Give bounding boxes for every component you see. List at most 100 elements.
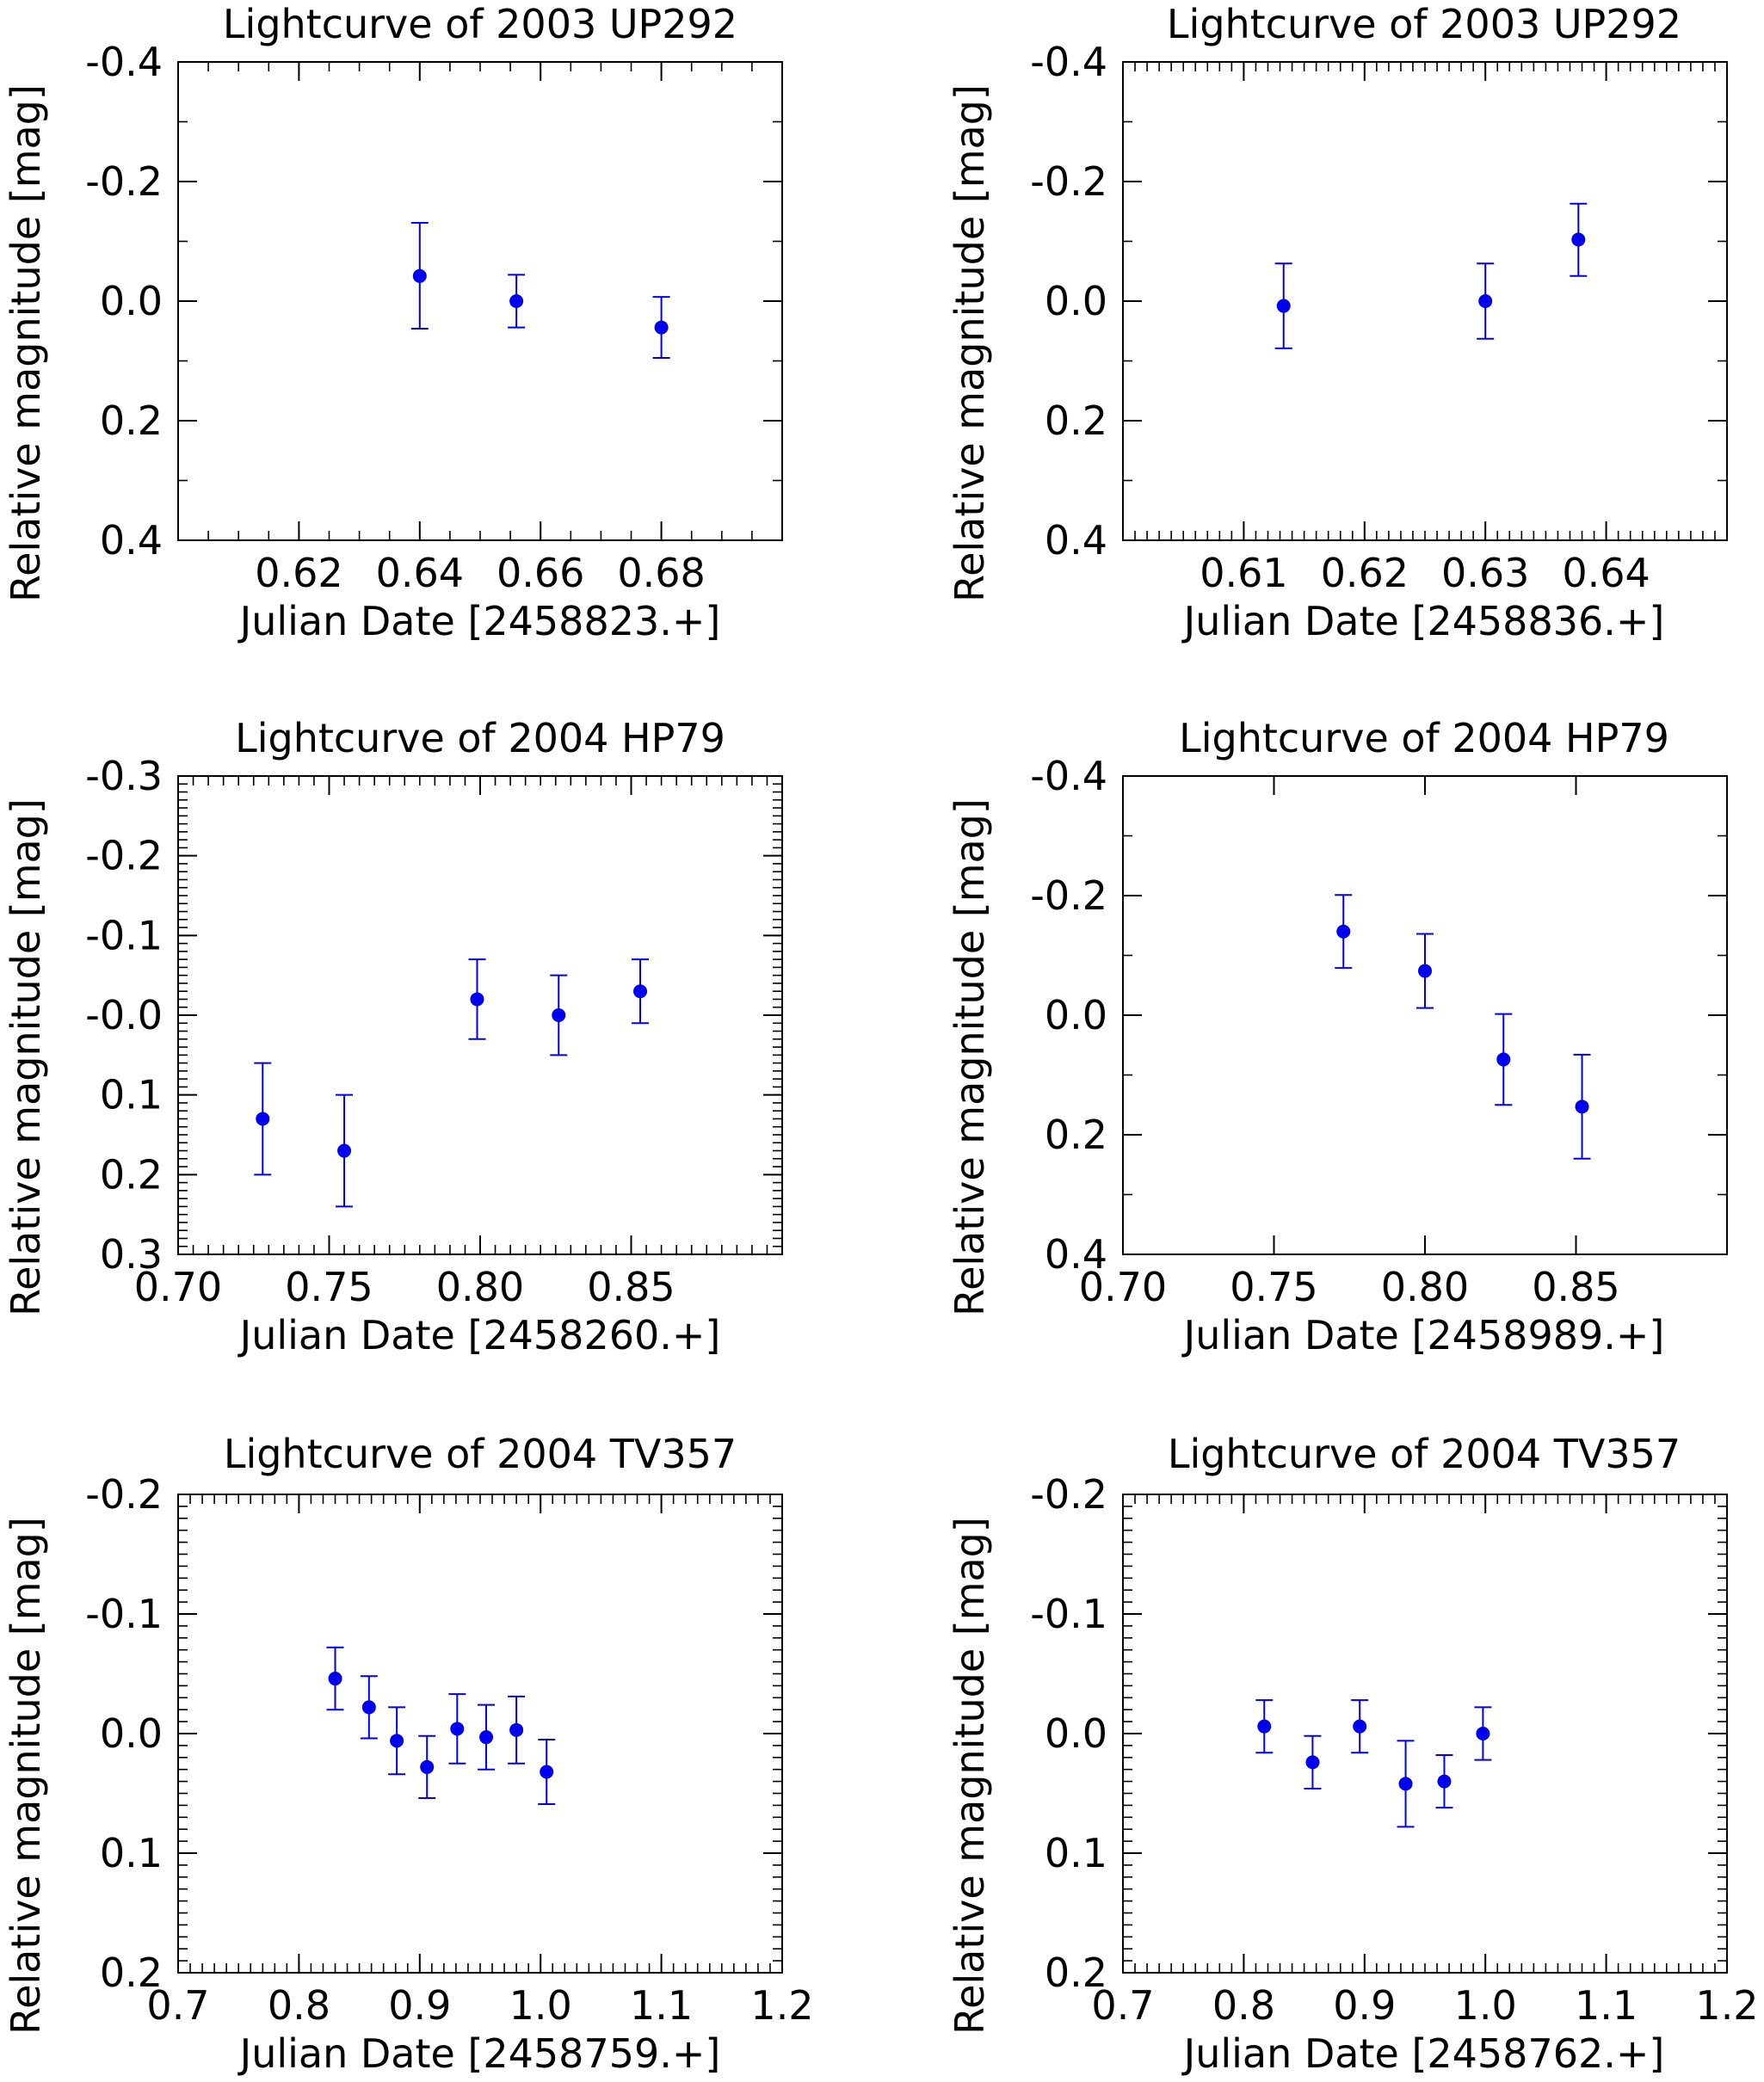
chart-panel-1: Lightcurve of 2003 UP292 Relative magnit… [3, 1, 783, 644]
y-tick-label: 0.3 [100, 1231, 163, 1278]
x-tick-label: 0.80 [436, 1264, 524, 1310]
y-tick-label: 0.2 [1045, 1950, 1107, 1996]
x-tick-label: 0.7 [146, 1982, 209, 2029]
x-tick-label: 0.62 [1321, 550, 1409, 596]
x-tick-label: 0.61 [1200, 550, 1287, 596]
data-point [540, 1765, 554, 1779]
x-tick-label: 0.85 [1532, 1264, 1619, 1310]
y-tick-label: -0.1 [1030, 1591, 1107, 1637]
data-point [1276, 299, 1291, 313]
chart-panel-6: Lightcurve of 2004 TV357 Relative magnit… [947, 1431, 1759, 2077]
y-tick-label: -0.4 [85, 39, 163, 85]
y-tick-label: 0.0 [100, 1710, 163, 1757]
data-point [1496, 1052, 1511, 1067]
x-tick-label: 0.80 [1381, 1264, 1469, 1310]
x-tick-label: 0.66 [497, 550, 584, 596]
y-tick-label: -0.4 [1030, 753, 1107, 799]
y-tick-label: 0.1 [100, 1072, 163, 1118]
data-point [633, 984, 648, 999]
plot-area: 0.61 0.62 0.63 0.64 -0.4 -0.2 0.0 0.2 0.4 [1030, 39, 1728, 596]
y-tick-label: -0.4 [1030, 39, 1107, 85]
plot-area: 0.62 0.64 0.66 0.68 -0.4 -0.2 0.0 0.2 0.4 [85, 39, 783, 596]
y-tick-label: -0.2 [85, 158, 163, 205]
x-tick-label: 0.63 [1441, 550, 1529, 596]
data-point [412, 268, 427, 283]
y-tick-label: -0.2 [1030, 158, 1107, 205]
y-tick-label: 0.1 [1045, 1830, 1107, 1876]
data-point [1353, 1719, 1367, 1734]
y-tick-label: 0.2 [100, 1151, 163, 1198]
y-axis-label: Relative magnitude [mag] [947, 798, 993, 1316]
plot-area: 0.7 0.8 0.9 1.0 1.1 1.2 -0.2 -0.1 0.0 0.1 0.2 [1030, 1471, 1758, 2029]
x-tick-label: 0.64 [1562, 550, 1650, 596]
y-tick-label: 0.2 [100, 397, 163, 444]
y-tick-label: -0.2 [85, 833, 163, 879]
data-point [654, 320, 669, 335]
x-tick-label: 0.75 [1230, 1264, 1317, 1310]
y-tick-label: -0.2 [1030, 872, 1107, 919]
chart-panel-3: Lightcurve of 2004 HP79 Relative magnitu… [3, 715, 783, 1358]
data-point [1476, 1727, 1490, 1740]
data-point [450, 1722, 465, 1736]
x-tick-label: 1.0 [509, 1982, 572, 2029]
chart-panel-4: Lightcurve of 2004 HP79 Relative magnitu… [947, 715, 1728, 1358]
x-tick-label: 1.2 [1695, 1982, 1758, 2029]
plot-area: 0.7 0.8 0.9 1.0 1.1 1.2 -0.2 -0.1 0.0 0.1 0.2 [85, 1471, 813, 2029]
y-tick-label: 0.4 [1045, 1231, 1107, 1278]
x-axis-label: Julian Date [2458823.+] [237, 598, 721, 644]
y-tick-label: -0.0 [85, 992, 163, 1038]
y-tick-label: -0.2 [85, 1471, 163, 1518]
data-point [1437, 1774, 1452, 1789]
data-point [361, 1700, 376, 1715]
chart-title: Lightcurve of 2003 UP292 [1167, 1, 1681, 47]
x-tick-label: 0.9 [1333, 1982, 1396, 2029]
x-tick-label: 0.64 [376, 550, 464, 596]
data-point [470, 992, 484, 1007]
y-tick-label: 0.0 [1045, 278, 1107, 324]
y-tick-label: -0.1 [85, 912, 163, 958]
data-point [509, 294, 524, 308]
data-point [390, 1734, 404, 1748]
y-tick-label: 0.1 [100, 1830, 163, 1876]
y-tick-label: -0.3 [85, 753, 163, 799]
x-axis-label: Julian Date [2458762.+] [1181, 2030, 1665, 2077]
x-tick-label: 0.8 [1212, 1982, 1275, 2029]
chart-panel-5: Lightcurve of 2004 TV357 Relative magnit… [3, 1431, 814, 2077]
chart-title: Lightcurve of 2004 HP79 [235, 715, 725, 761]
data-point [1418, 964, 1432, 978]
data-point [328, 1672, 342, 1686]
data-point [1478, 294, 1493, 308]
x-axis-label: Julian Date [2458260.+] [237, 1312, 721, 1358]
y-tick-label: 0.4 [1045, 517, 1107, 564]
chart-title: Lightcurve of 2004 TV357 [1168, 1431, 1681, 1477]
chart-title: Lightcurve of 2003 UP292 [223, 1, 737, 47]
x-tick-label: 1.1 [630, 1982, 693, 2029]
y-tick-label: 0.0 [100, 278, 163, 324]
data-point [420, 1759, 435, 1774]
x-tick-label: 1.1 [1575, 1982, 1638, 2029]
data-point [479, 1730, 494, 1745]
x-tick-label: 0.70 [134, 1264, 222, 1310]
data-point [552, 1008, 566, 1022]
y-tick-label: -0.1 [85, 1591, 163, 1637]
data-point [337, 1143, 352, 1158]
data-point [1336, 924, 1351, 939]
x-tick-label: 0.9 [388, 1982, 451, 2029]
x-tick-label: 0.70 [1079, 1264, 1167, 1310]
y-axis-label: Relative magnitude [mag] [3, 84, 49, 602]
x-tick-label: 1.0 [1454, 1982, 1517, 2029]
y-axis-label: Relative magnitude [mag] [947, 1517, 993, 2035]
y-axis-label: Relative magnitude [mag] [947, 84, 993, 602]
data-point [256, 1112, 270, 1126]
data-point [1257, 1719, 1272, 1734]
y-tick-label: 0.2 [100, 1950, 163, 1996]
x-axis-label: Julian Date [2458836.+] [1181, 598, 1665, 644]
y-tick-label: 0.2 [1045, 397, 1107, 444]
x-axis-label: Julian Date [2458759.+] [237, 2030, 721, 2077]
x-tick-label: 1.2 [750, 1982, 813, 2029]
x-tick-label: 0.85 [587, 1264, 675, 1310]
y-axis-label: Relative magnitude [mag] [3, 1517, 49, 2035]
data-point [1305, 1755, 1320, 1770]
data-point [1398, 1777, 1413, 1791]
